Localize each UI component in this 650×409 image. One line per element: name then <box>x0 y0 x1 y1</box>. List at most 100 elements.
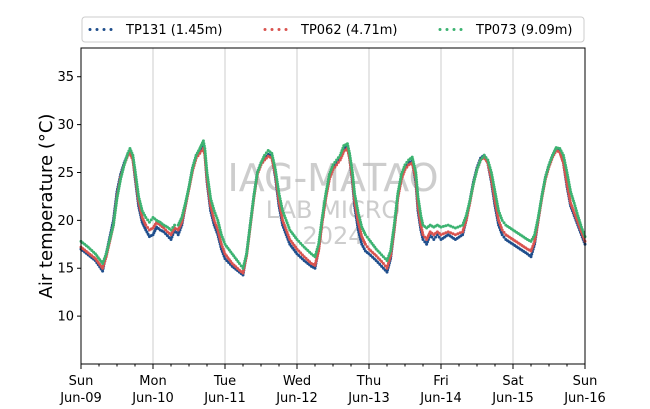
data-point <box>195 151 199 155</box>
data-point <box>478 160 482 164</box>
data-point <box>252 192 256 196</box>
data-point <box>319 225 323 229</box>
data-point <box>194 153 198 157</box>
data-point <box>170 230 174 234</box>
data-point <box>217 233 221 237</box>
data-point <box>356 211 360 215</box>
data-point <box>297 249 301 253</box>
data-point <box>420 218 424 222</box>
data-point <box>109 233 113 237</box>
data-point <box>101 269 105 273</box>
data-point <box>217 223 221 227</box>
data-point <box>394 206 398 210</box>
data-point <box>385 266 389 270</box>
data-point <box>169 228 173 232</box>
data-point <box>462 221 465 225</box>
data-point <box>335 158 339 162</box>
data-point <box>114 206 118 210</box>
x-tick-label-date: Jun-14 <box>419 391 462 406</box>
data-point <box>416 197 420 201</box>
data-point <box>213 211 217 215</box>
data-point <box>208 194 212 198</box>
data-point <box>124 158 128 162</box>
data-point <box>357 213 361 217</box>
data-point <box>321 208 325 212</box>
data-point <box>393 218 397 222</box>
data-point <box>138 202 142 206</box>
data-point <box>191 163 195 167</box>
data-point <box>112 216 116 220</box>
data-point <box>241 271 245 275</box>
data-point <box>209 204 213 208</box>
data-point <box>278 194 282 198</box>
data-point <box>352 182 356 186</box>
data-point <box>533 230 537 234</box>
data-point <box>531 244 535 248</box>
legend-label: TP062 (4.71m) <box>300 23 397 38</box>
data-point <box>493 192 497 196</box>
data-point <box>162 230 166 234</box>
data-point <box>423 235 427 239</box>
data-point <box>336 160 340 164</box>
data-point <box>350 168 354 172</box>
data-point <box>207 185 211 189</box>
data-point <box>539 199 543 203</box>
data-point <box>356 208 360 212</box>
data-point <box>471 182 475 186</box>
data-point <box>346 147 350 151</box>
data-point <box>205 168 209 172</box>
data-point <box>282 221 285 225</box>
data-point <box>560 151 564 155</box>
data-point <box>275 177 279 181</box>
data-point <box>205 166 209 170</box>
data-point <box>313 266 317 270</box>
data-point <box>576 214 580 218</box>
legend-box <box>81 16 585 43</box>
data-point <box>562 156 566 160</box>
data-point <box>383 268 387 272</box>
data-point <box>216 228 220 232</box>
data-point <box>403 163 407 167</box>
data-point <box>484 156 488 160</box>
data-point <box>348 156 352 160</box>
data-point <box>391 230 395 234</box>
data-point <box>255 175 259 179</box>
data-point <box>441 224 445 228</box>
data-point <box>537 208 541 212</box>
data-point <box>378 262 382 266</box>
data-point <box>461 223 465 227</box>
data-point <box>202 141 206 145</box>
data-point <box>567 180 571 184</box>
data-point <box>352 185 356 189</box>
data-point <box>534 228 538 232</box>
data-point <box>573 204 577 208</box>
data-point <box>114 204 118 208</box>
data-point <box>349 159 353 163</box>
data-point <box>140 209 144 213</box>
data-point <box>209 206 213 210</box>
data-point <box>322 201 326 205</box>
data-point <box>463 223 467 227</box>
data-point <box>536 215 540 219</box>
data-point <box>270 151 274 155</box>
data-point <box>446 230 450 234</box>
data-point <box>573 213 577 217</box>
data-point <box>376 261 380 264</box>
data-point <box>540 194 544 198</box>
data-point <box>465 211 469 215</box>
data-point <box>115 199 119 203</box>
data-point <box>396 189 400 193</box>
data-point <box>315 247 319 251</box>
data-point <box>464 214 468 218</box>
data-point <box>211 204 215 208</box>
data-point <box>321 213 325 217</box>
data-point <box>222 249 226 253</box>
data-point <box>299 241 303 245</box>
data-point <box>339 151 343 155</box>
data-point <box>492 182 496 186</box>
data-point <box>498 211 501 215</box>
data-point <box>547 163 551 167</box>
data-point <box>579 225 583 229</box>
data-point <box>500 228 504 232</box>
data-point <box>280 214 284 218</box>
